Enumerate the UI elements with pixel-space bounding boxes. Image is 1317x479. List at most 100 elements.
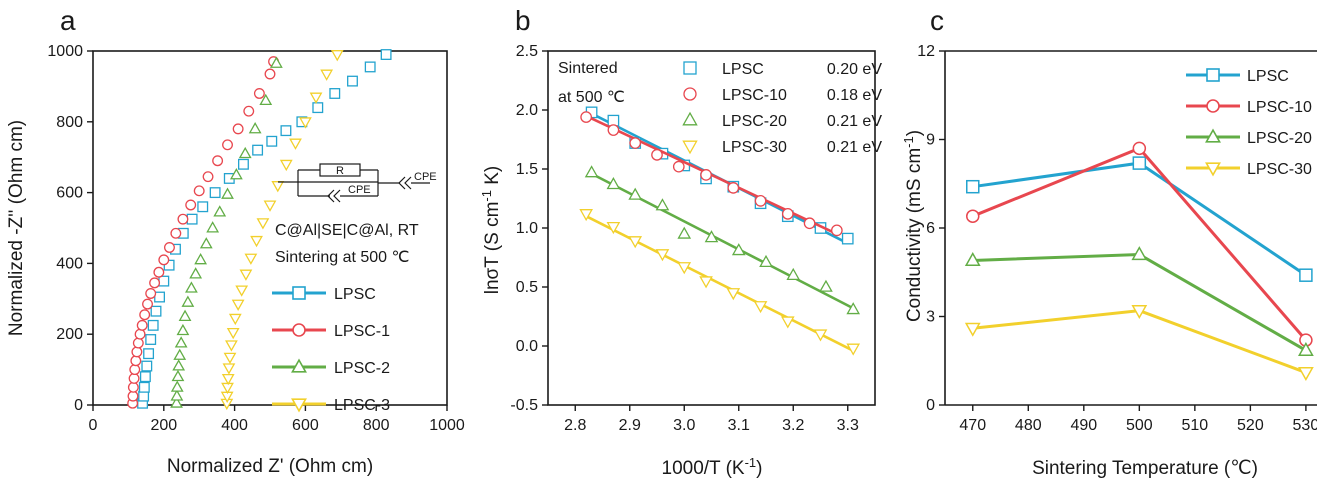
- annotation-temperature: at 500 ℃: [558, 89, 625, 106]
- data-point-lpsc-10: [966, 209, 980, 223]
- panel-b-x-tick-label: 3.2: [782, 417, 804, 434]
- data-point-lpsc-2: [174, 336, 188, 348]
- data-point-lpsc-3: [235, 285, 249, 297]
- data-point-lpsc: [209, 187, 221, 199]
- legend-label: LPSC-2: [334, 360, 390, 377]
- data-point-lpsc-1: [212, 155, 224, 167]
- legend-item-lpsc-30: LPSC-30: [1186, 161, 1312, 178]
- data-point-lpsc-20: [819, 279, 833, 292]
- data-point-lpsc-2: [189, 267, 203, 279]
- data-point-lpsc-1: [164, 242, 175, 253]
- data-point-lpsc-1: [243, 105, 255, 117]
- data-point-lpsc-20: [584, 165, 599, 178]
- data-point-lpsc: [266, 135, 278, 147]
- data-point-lpsc: [841, 232, 854, 245]
- data-point-lpsc: [145, 334, 157, 345]
- panel-c-y-tick-label: 6: [926, 220, 935, 237]
- data-point-lpsc-20: [964, 252, 981, 266]
- data-point-lpsc-3: [239, 269, 253, 281]
- annotation-sintered: Sintered: [558, 60, 618, 77]
- data-point-lpsc-20: [731, 243, 746, 256]
- panel-c-y-tick-label: 3: [926, 309, 935, 326]
- legend-activation-energy: 0.18 eV: [827, 87, 882, 104]
- data-point-lpsc-30: [753, 301, 768, 314]
- legend-item-lpsc-30: LPSC-30 0.21 eV: [682, 139, 882, 156]
- data-point-lpsc: [280, 125, 292, 137]
- panel-b-x-tick-label: 2.9: [619, 417, 641, 434]
- data-point-lpsc-2: [171, 369, 185, 382]
- panel-b-y-tick-label: 1.5: [516, 161, 538, 178]
- data-point-lpsc-20: [655, 198, 670, 211]
- series-line-lpsc-20: [972, 253, 1307, 352]
- data-point-lpsc-1: [145, 288, 157, 299]
- data-point-lpsc-3: [256, 218, 270, 230]
- data-point-lpsc-10: [629, 137, 642, 149]
- data-point-lpsc-3: [299, 117, 312, 129]
- data-point-lpsc-30: [655, 249, 670, 262]
- data-point-lpsc-30: [1131, 305, 1148, 320]
- data-point-lpsc-1: [202, 171, 214, 183]
- panel-c-x-tick-label: 530: [1293, 417, 1317, 434]
- data-point-lpsc-3: [263, 200, 277, 212]
- data-point-lpsc-3: [221, 382, 234, 395]
- x-axis-label-b-tail: ): [756, 458, 762, 479]
- data-point-lpsc-1: [149, 277, 161, 289]
- data-point-lpsc: [138, 390, 150, 402]
- series-lpsc-30: [579, 209, 861, 356]
- panel-c-y-tick-label: 0: [926, 397, 935, 414]
- data-point-lpsc-20: [1298, 341, 1314, 356]
- data-point-lpsc: [139, 371, 151, 383]
- legend-label: LPSC: [722, 61, 764, 78]
- series-lpsc-10: [580, 111, 843, 237]
- panel-a-x-tick-label: 1000: [429, 417, 465, 434]
- data-point-lpsc-2: [221, 187, 234, 199]
- series-lpsc-2: [170, 56, 283, 408]
- panel-a-x-tick-label: 400: [221, 417, 248, 434]
- data-point-lpsc: [158, 275, 170, 287]
- data-point-lpsc-3: [221, 373, 235, 386]
- data-point-lpsc-3: [320, 69, 334, 81]
- legend-activation-energy: 0.20 eV: [827, 61, 882, 78]
- panel-a-y-tick-label: 400: [56, 255, 83, 272]
- data-point-lpsc-2: [269, 56, 283, 68]
- data-point-lpsc-1: [127, 381, 139, 393]
- data-point-lpsc-1: [131, 346, 143, 358]
- data-point-lpsc-1: [170, 227, 182, 239]
- series-lpsc-30: [964, 305, 1314, 381]
- data-point-lpsc: [1132, 156, 1147, 170]
- legend-item-lpsc: LPSC 0.20 eV: [683, 61, 882, 78]
- data-point-lpsc-1: [177, 213, 189, 225]
- legend-activation-energy: 0.21 eV: [827, 139, 882, 156]
- y-axis-label-c-text: Conductivity (mS cm: [904, 148, 925, 322]
- panel-c-x-tick-label: 510: [1181, 417, 1208, 434]
- data-point-lpsc-30: [846, 343, 861, 356]
- data-point-lpsc-10: [672, 160, 685, 173]
- panel-b-y-tick-label: 2.0: [516, 102, 538, 119]
- fit-line-lpsc-30: [585, 215, 854, 352]
- legend-label: LPSC-1: [334, 323, 390, 340]
- legend-item-lpsc-2: LPSC-2: [272, 358, 390, 377]
- series-lpsc-20: [964, 246, 1314, 356]
- data-point-lpsc-30: [964, 322, 981, 337]
- legend-label: LPSC-10: [1247, 99, 1312, 116]
- panel-a-y-tick-label: 800: [56, 114, 83, 131]
- panel-a-y-tick-label: 0: [74, 397, 83, 414]
- series-lpsc-10: [966, 141, 1313, 347]
- data-point-lpsc-2: [178, 309, 192, 321]
- legend-marker: [683, 87, 697, 101]
- panel-b: b 2.8 2.9 3.0 3.1 3.2 3.3 -0.5 0.0 0.5 1.0 1.5 2.0 2…: [479, 5, 882, 479]
- data-point-lpsc-3: [279, 159, 293, 172]
- data-point-lpsc-20: [677, 226, 692, 239]
- cpe-symbol: [327, 189, 341, 203]
- legend-marker: [682, 140, 698, 155]
- legend-item-lpsc-1: LPSC-1: [272, 323, 390, 340]
- data-point-lpsc-1: [139, 309, 151, 321]
- data-point-lpsc-1: [130, 355, 142, 367]
- legend-label: LPSC: [1247, 68, 1289, 85]
- data-point-lpsc-10: [580, 111, 593, 123]
- data-point-lpsc: [143, 348, 155, 360]
- data-point-lpsc-2: [170, 396, 183, 408]
- data-point-lpsc-2: [259, 93, 273, 106]
- panel-a-x-tick-label: 600: [292, 417, 319, 434]
- legend-activation-energy: 0.21 eV: [827, 113, 882, 130]
